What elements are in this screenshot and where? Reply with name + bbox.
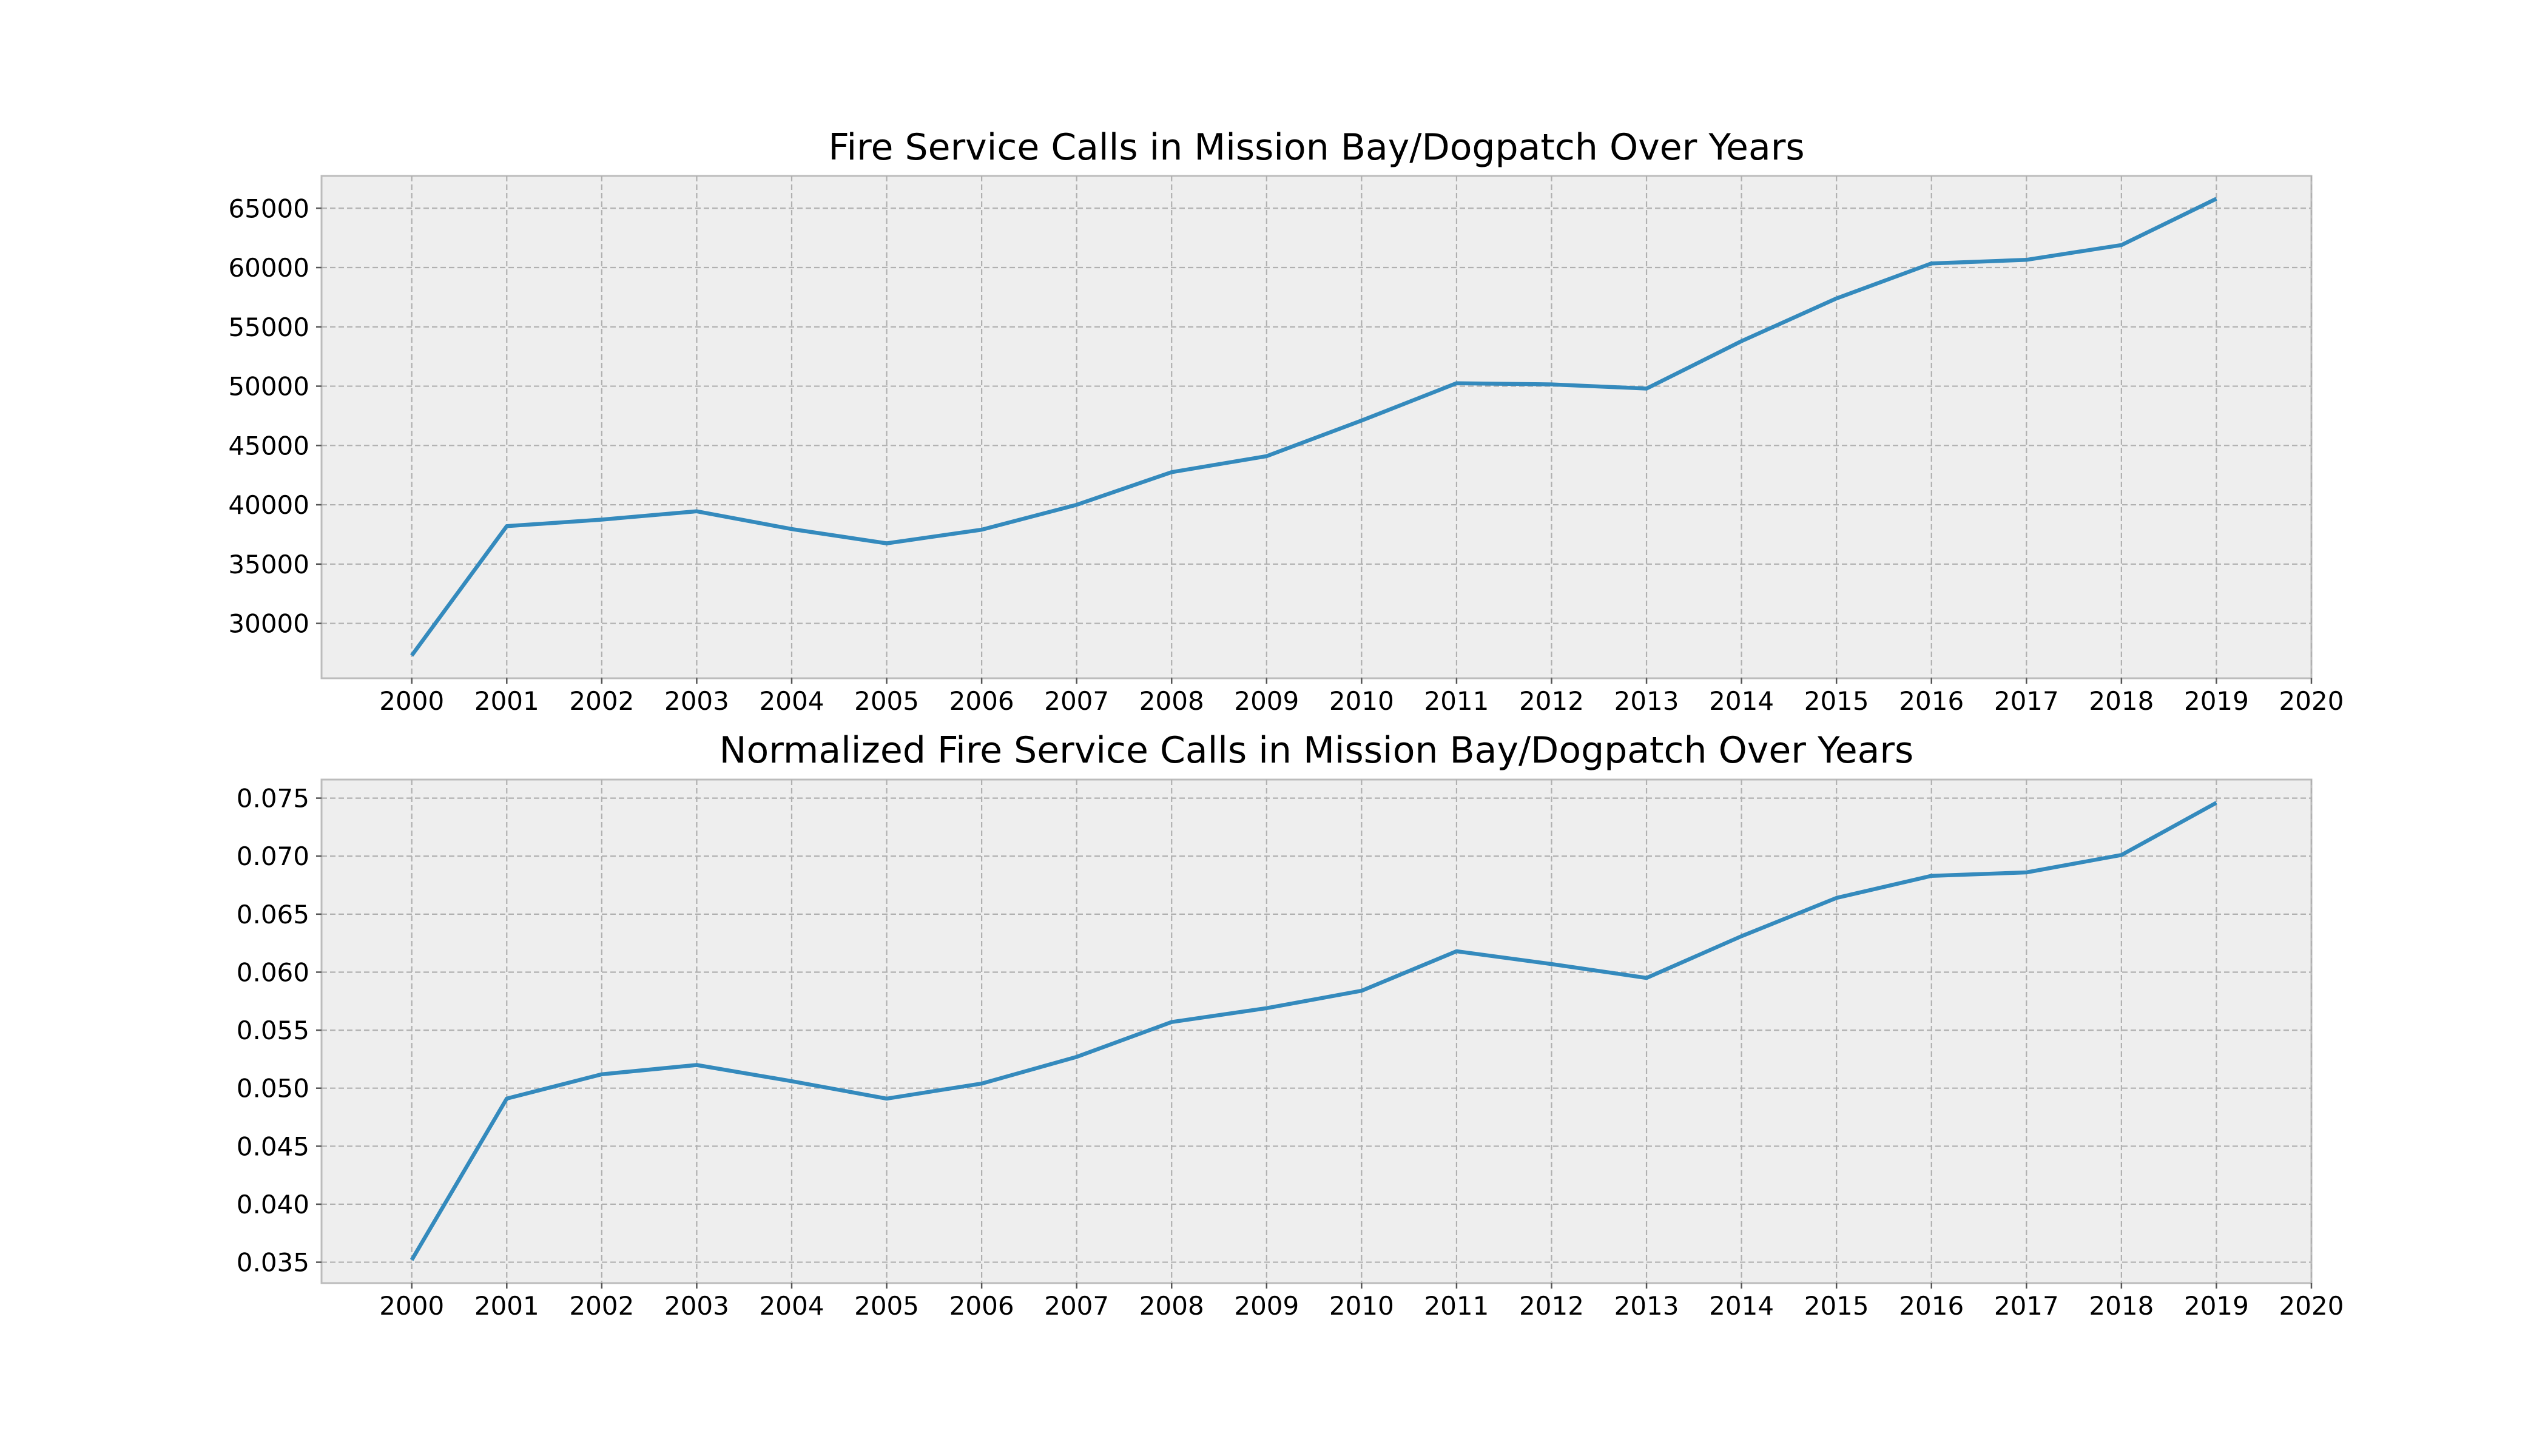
x-tick-labels: 2000 2001 2002 2003 2004 2005 2006 2007 2008 2009… <box>379 1291 2344 1321</box>
x-tick-label: 2004 <box>760 1291 824 1321</box>
x-tick-label: 2019 <box>2184 686 2249 716</box>
x-tick-labels: 2000 2001 2002 2003 2004 2005 2006 2007 2008 2009… <box>379 686 2344 716</box>
y-tick-label: 40000 <box>228 490 309 520</box>
y-tick-label: 0.075 <box>237 784 309 814</box>
x-tick-label: 2017 <box>1994 1291 2059 1321</box>
y-tick-label: 50000 <box>228 372 309 402</box>
y-tick-label: 30000 <box>228 609 309 639</box>
x-tick-label: 2014 <box>1709 1291 1774 1321</box>
x-tick-label: 2015 <box>1804 1291 1869 1321</box>
x-tick-label: 2005 <box>854 686 919 716</box>
chart-title: Normalized Fire Service Calls in Mission… <box>720 729 1914 772</box>
grid-lines <box>322 780 2313 1283</box>
plot-area <box>320 778 2313 1284</box>
x-tick-label: 2009 <box>1234 1291 1299 1321</box>
y-tick-labels: 30000 35000 40000 45000 50000 55000 60000 65000 <box>228 194 309 638</box>
x-tick-label: 2002 <box>569 1291 634 1321</box>
x-tick-label: 2016 <box>1899 1291 1964 1321</box>
y-tick-label: 0.045 <box>237 1131 309 1161</box>
y-tick-label: 45000 <box>228 431 309 460</box>
y-tick-label: 35000 <box>228 550 309 579</box>
x-tick-label: 2004 <box>760 686 824 716</box>
x-tick-label: 2001 <box>474 1291 539 1321</box>
x-tick-label: 2000 <box>379 1291 444 1321</box>
x-tick-label: 2008 <box>1139 1291 1204 1321</box>
y-tick-label: 0.040 <box>237 1190 309 1219</box>
x-tick-label: 2000 <box>379 686 444 716</box>
chart-normalized-fire-service-calls: Normalized Fire Service Calls in Mission… <box>237 729 2344 1321</box>
x-tick-label: 2017 <box>1994 686 2059 716</box>
x-tick-label: 2010 <box>1329 686 1394 716</box>
chart-fire-service-calls: Fire Service Calls in Mission Bay/Dogpat… <box>228 126 2344 716</box>
y-tick-label: 0.055 <box>237 1016 309 1045</box>
y-tick-label: 0.070 <box>237 841 309 871</box>
chart-title: Fire Service Calls in Mission Bay/Dogpat… <box>828 126 1804 169</box>
x-tick-label: 2018 <box>2089 1291 2154 1321</box>
x-tick-label: 2006 <box>949 686 1014 716</box>
x-tick-label: 2019 <box>2184 1291 2249 1321</box>
x-tick-label: 2003 <box>664 686 729 716</box>
x-tick-label: 2011 <box>1424 686 1489 716</box>
series-line <box>410 801 2217 1261</box>
x-tick-label: 2020 <box>2279 686 2344 716</box>
y-tick-label: 0.035 <box>237 1248 309 1278</box>
x-tick-label: 2020 <box>2279 1291 2344 1321</box>
y-tick-label: 0.050 <box>237 1074 309 1104</box>
tick-marks <box>316 207 2313 684</box>
x-tick-label: 2018 <box>2089 686 2154 716</box>
y-tick-label: 60000 <box>228 253 309 283</box>
x-tick-label: 2013 <box>1614 686 1679 716</box>
x-tick-label: 2005 <box>854 1291 919 1321</box>
x-tick-label: 2001 <box>474 686 539 716</box>
y-tick-label: 65000 <box>228 194 309 223</box>
x-tick-label: 2012 <box>1519 686 1584 716</box>
y-tick-label: 0.065 <box>237 900 309 929</box>
x-tick-label: 2015 <box>1804 686 1869 716</box>
x-tick-label: 2007 <box>1044 1291 1109 1321</box>
series-line <box>410 197 2217 657</box>
x-tick-label: 2009 <box>1234 686 1299 716</box>
x-tick-label: 2008 <box>1139 686 1204 716</box>
x-tick-label: 2010 <box>1329 1291 1394 1321</box>
plot-area <box>320 175 2313 679</box>
grid-lines <box>322 176 2313 678</box>
x-tick-label: 2012 <box>1519 1291 1584 1321</box>
y-tick-label: 0.060 <box>237 957 309 987</box>
x-tick-label: 2013 <box>1614 1291 1679 1321</box>
x-tick-label: 2002 <box>569 686 634 716</box>
y-tick-labels: 0.035 0.040 0.045 0.050 0.055 0.060 0.065 0.070… <box>237 784 309 1278</box>
y-tick-label: 55000 <box>228 312 309 342</box>
x-tick-label: 2006 <box>949 1291 1014 1321</box>
tick-marks <box>316 797 2313 1289</box>
x-tick-label: 2014 <box>1709 686 1774 716</box>
x-tick-label: 2016 <box>1899 686 1964 716</box>
x-tick-label: 2003 <box>664 1291 729 1321</box>
x-tick-label: 2007 <box>1044 686 1109 716</box>
x-tick-label: 2011 <box>1424 1291 1489 1321</box>
